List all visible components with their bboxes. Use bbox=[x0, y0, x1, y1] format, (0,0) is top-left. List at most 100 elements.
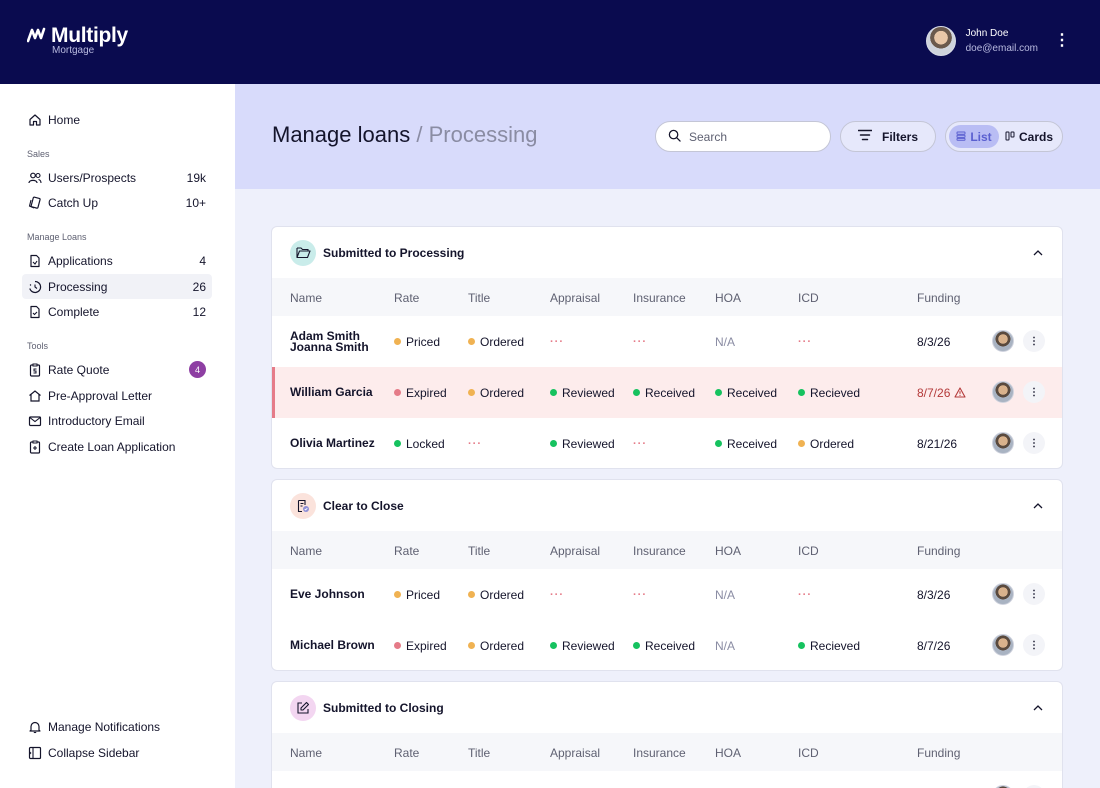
title-status: Ordered bbox=[468, 620, 524, 670]
sidebar-item-introductory-email[interactable]: Introductory Email bbox=[22, 408, 212, 433]
table-row[interactable]: Eve Johnson Priced Ordered ··· ··· N/A ·… bbox=[272, 569, 1062, 620]
table-row[interactable]: Olivia Martinez Locked ··· Reviewed ··· … bbox=[272, 418, 1062, 468]
sidebar-item-rate-quote[interactable]: Rate Quote 4 bbox=[22, 357, 212, 382]
table-row[interactable]: William Garcia Expired Ordered Reviewed … bbox=[272, 367, 1062, 418]
sidebar-item-label: Introductory Email bbox=[48, 413, 145, 428]
count-badge: 10+ bbox=[185, 195, 206, 210]
hoa-status: Received bbox=[715, 418, 777, 468]
sidebar-item-pre-approval-letter[interactable]: Pre-Approval Letter bbox=[22, 383, 212, 408]
edit-document-icon bbox=[290, 694, 316, 721]
more-vertical-icon[interactable]: ⋮ bbox=[1054, 32, 1070, 49]
section-header[interactable]: Submitted to Processing bbox=[272, 227, 1062, 278]
more-vertical-icon[interactable]: ⋮ bbox=[1023, 432, 1045, 454]
sidebar-item-label: Processing bbox=[48, 279, 108, 294]
borrower-name: Adam Smith Joanna Smith bbox=[290, 328, 369, 354]
avatar[interactable] bbox=[992, 432, 1014, 454]
chevron-up-icon[interactable] bbox=[1032, 249, 1044, 257]
sidebar-item-catch-up[interactable]: Catch Up 10+ bbox=[22, 190, 212, 215]
insurance-status: Received bbox=[633, 620, 695, 670]
filters-button[interactable]: Filters bbox=[840, 121, 936, 152]
list-view-button[interactable]: List bbox=[949, 125, 999, 148]
rate-status: Expired bbox=[394, 367, 447, 418]
appraisal-status: ··· bbox=[550, 335, 564, 348]
avatar[interactable] bbox=[992, 330, 1014, 352]
table-row[interactable]: Michael Brown Expired Ordered Reviewed R… bbox=[272, 620, 1062, 670]
sidebar-item-manage-notifications[interactable]: Manage Notifications bbox=[22, 714, 212, 739]
house-icon bbox=[28, 389, 42, 403]
avatar[interactable] bbox=[992, 583, 1014, 605]
table-header: Name Rate Title Appraisal Insurance HOA … bbox=[272, 531, 1062, 569]
breadcrumb-separator: / bbox=[416, 122, 423, 147]
section-header[interactable]: Submitted to Closing bbox=[272, 682, 1062, 733]
title-status: ··· bbox=[468, 437, 482, 450]
sidebar-item-processing[interactable]: Processing 26 bbox=[22, 274, 212, 299]
document-approved-icon bbox=[290, 492, 316, 519]
table-row[interactable]: Adam Smith Joanna Smith Priced Ordered ··… bbox=[272, 316, 1062, 367]
filters-label: Filters bbox=[881, 129, 918, 144]
column-header-funding: Funding bbox=[917, 291, 961, 305]
sidebar-item-label: Create Loan Application bbox=[48, 439, 176, 454]
section-header[interactable]: Clear to Close bbox=[272, 480, 1062, 531]
sidebar-item-complete[interactable]: Complete 12 bbox=[22, 299, 212, 324]
insurance-status: Received bbox=[633, 367, 695, 418]
avatar[interactable] bbox=[992, 634, 1014, 656]
avatar[interactable] bbox=[925, 26, 956, 56]
column-header-hoa: HOA bbox=[715, 544, 742, 558]
hoa-status: N/A bbox=[715, 638, 736, 653]
column-header-appraisal: Appraisal bbox=[550, 746, 601, 760]
sidebar-item-home[interactable]: Home bbox=[22, 107, 212, 132]
search-input[interactable] bbox=[689, 129, 809, 144]
more-vertical-icon[interactable] bbox=[1023, 785, 1045, 788]
column-header-insurance: Insurance bbox=[633, 544, 686, 558]
search-box[interactable] bbox=[655, 121, 831, 152]
count-badge: 26 bbox=[192, 279, 206, 294]
sidebar-item-applications[interactable]: Applications 4 bbox=[22, 248, 212, 273]
sidebar-item-users-prospects[interactable]: Users/Prospects 19k bbox=[22, 165, 212, 190]
mail-icon bbox=[28, 414, 42, 428]
avatar[interactable] bbox=[992, 381, 1014, 403]
hoa-status: Received bbox=[715, 367, 777, 418]
section-label-sales: Sales bbox=[27, 149, 50, 159]
sidebar-item-label: Rate Quote bbox=[48, 362, 110, 377]
user-name: John Doe bbox=[965, 28, 1009, 39]
breadcrumb-root[interactable]: Manage loans bbox=[272, 122, 411, 147]
brand-logo[interactable]: Multiply Mortgage bbox=[26, 24, 128, 56]
funding-date: 8/3/26 bbox=[917, 334, 951, 349]
hoa-status: N/A bbox=[715, 587, 736, 602]
title-status: Ordered bbox=[468, 367, 524, 418]
table-row[interactable] bbox=[272, 771, 1062, 788]
section-clear-to-close: Clear to Close Name Rate Title Appraisal… bbox=[271, 479, 1063, 671]
icd-status: ··· bbox=[798, 588, 812, 601]
home-icon bbox=[28, 113, 42, 127]
user-menu[interactable]: John Doe doe@email.com ⋮ bbox=[925, 26, 1070, 56]
view-toggle: List Cards bbox=[945, 121, 1063, 152]
bell-icon bbox=[28, 720, 42, 734]
section-label-tools: Tools bbox=[27, 341, 49, 351]
filter-icon bbox=[857, 129, 873, 144]
sidebar-item-create-loan-application[interactable]: Create Loan Application bbox=[22, 434, 212, 459]
table-header: Name Rate Title Appraisal Insurance HOA … bbox=[272, 733, 1062, 771]
chevron-up-icon[interactable] bbox=[1032, 502, 1044, 510]
chevron-up-icon[interactable] bbox=[1032, 704, 1044, 712]
cards-view-button[interactable]: Cards bbox=[999, 125, 1059, 148]
column-header-title: Title bbox=[468, 291, 491, 305]
funding-date: 8/21/26 bbox=[917, 436, 958, 451]
sidebar-item-collapse-sidebar[interactable]: Collapse Sidebar bbox=[22, 740, 212, 765]
insurance-status: ··· bbox=[633, 437, 647, 450]
insurance-status: ··· bbox=[633, 588, 647, 601]
more-vertical-icon[interactable]: ⋮ bbox=[1023, 330, 1045, 352]
more-vertical-icon[interactable]: ⋮ bbox=[1023, 634, 1045, 656]
sidebar-collapse-icon bbox=[28, 746, 42, 760]
borrower-name: William Garcia bbox=[290, 385, 373, 399]
more-vertical-icon[interactable]: ⋮ bbox=[1023, 583, 1045, 605]
more-vertical-icon[interactable]: ⋮ bbox=[1023, 381, 1045, 403]
column-header-appraisal: Appraisal bbox=[550, 291, 601, 305]
sidebar-item-label: Collapse Sidebar bbox=[48, 745, 140, 760]
rate-status: Priced bbox=[394, 316, 440, 367]
icd-status: Recieved bbox=[798, 367, 860, 418]
column-header-rate: Rate bbox=[394, 746, 420, 760]
clipboard-dollar-icon bbox=[28, 363, 42, 377]
brand-subtitle: Mortgage bbox=[52, 45, 95, 56]
column-header-rate: Rate bbox=[394, 544, 420, 558]
title-status: Ordered bbox=[468, 316, 524, 367]
